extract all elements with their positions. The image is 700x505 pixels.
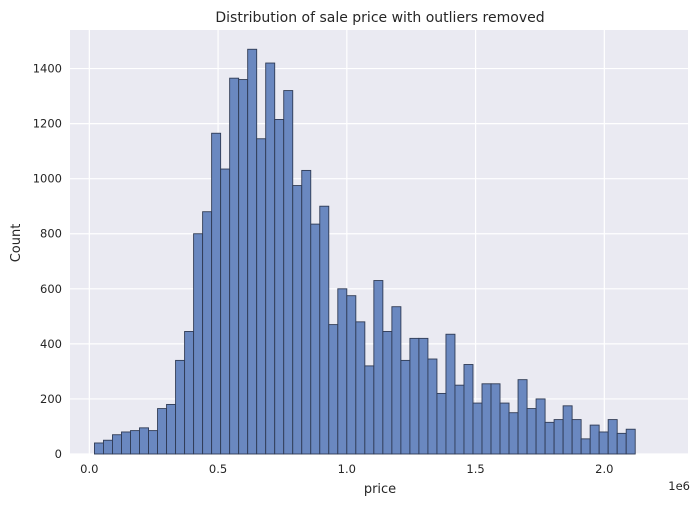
histogram-bar <box>310 223 321 455</box>
histogram-bar <box>490 383 501 455</box>
histogram-bar <box>112 434 122 455</box>
histogram-bar <box>328 324 339 455</box>
x-axis-label: price <box>364 482 396 497</box>
histogram-bar <box>247 48 258 455</box>
histogram-bar <box>445 333 456 455</box>
histogram-bar <box>166 403 177 455</box>
histogram-bar <box>589 424 600 455</box>
x-tick-label: 1.0 <box>338 462 356 476</box>
histogram-bar <box>382 331 393 455</box>
histogram-bar <box>436 392 447 455</box>
histogram-bar <box>220 168 231 455</box>
x-tick-label: 0.0 <box>80 462 98 476</box>
histogram-bar <box>517 379 528 455</box>
histogram-bar <box>499 402 510 455</box>
histogram-bar <box>625 428 636 455</box>
y-axis-ticks: 0 200 400 600 800 1000 1200 1400 <box>33 62 62 461</box>
y-tick-label: 400 <box>40 337 62 351</box>
histogram-bar <box>400 359 411 455</box>
histogram-bar <box>184 331 195 455</box>
histogram-bar <box>409 337 420 455</box>
histogram-bar <box>526 408 537 455</box>
histogram-bar <box>175 359 186 455</box>
histogram-bar <box>139 427 149 455</box>
histogram-bars <box>94 48 636 455</box>
histogram-bar <box>508 412 519 455</box>
histogram-bar <box>283 90 294 455</box>
histogram-bar <box>355 321 366 455</box>
x-tick-label: 1.5 <box>466 462 484 476</box>
histogram-bar <box>211 132 222 455</box>
histogram-bar <box>418 337 429 455</box>
histogram-bar <box>580 438 591 455</box>
histogram-bar <box>193 233 204 455</box>
histogram-bar <box>346 295 357 455</box>
histogram-bar <box>292 185 303 455</box>
histogram-bar <box>229 77 240 455</box>
x-tick-label: 2.0 <box>595 462 613 476</box>
histogram-bar <box>553 419 564 455</box>
histogram-bar <box>472 402 483 455</box>
histogram-bar <box>337 288 348 455</box>
histogram-bar <box>427 358 438 455</box>
histogram-bar <box>535 398 546 455</box>
x-axis-offset-text: 1e6 <box>668 479 690 493</box>
histogram-bar <box>616 432 627 455</box>
y-tick-label: 600 <box>40 282 62 296</box>
y-tick-label: 1200 <box>33 117 62 131</box>
histogram-bar <box>202 211 213 455</box>
histogram-bar <box>607 419 618 455</box>
y-tick-label: 1000 <box>33 172 62 186</box>
histogram-bar <box>94 442 104 455</box>
histogram-bar <box>103 439 113 455</box>
histogram-bar <box>130 430 140 455</box>
y-tick-label: 800 <box>40 227 62 241</box>
histogram-bar <box>571 419 582 455</box>
histogram-bar <box>157 408 168 455</box>
histogram-bar <box>121 431 131 455</box>
chart-title: Distribution of sale price with outliers… <box>215 10 544 26</box>
histogram-bar <box>301 169 312 455</box>
x-axis-ticks: 0.0 0.5 1.0 1.5 2.0 <box>80 462 613 476</box>
y-axis-label: Count <box>9 224 24 263</box>
histogram-bar <box>544 421 555 455</box>
histogram-bar <box>562 405 573 455</box>
histogram-bar <box>373 280 384 455</box>
histogram-bar <box>238 79 249 455</box>
histogram-bar <box>148 430 159 455</box>
histogram-bar <box>391 306 402 455</box>
histogram-bar <box>364 365 375 455</box>
histogram-bar <box>463 364 474 455</box>
histogram-bar <box>454 384 465 455</box>
histogram-bar <box>481 383 492 455</box>
y-tick-label: 200 <box>40 392 62 406</box>
histogram-bar <box>598 431 609 455</box>
histogram-bar <box>319 205 330 455</box>
histogram-bar <box>274 119 285 455</box>
histogram-bar <box>256 138 267 455</box>
histogram-bar <box>265 62 276 455</box>
y-tick-label: 1400 <box>33 62 62 76</box>
y-tick-label: 0 <box>55 447 62 461</box>
x-tick-label: 0.5 <box>209 462 227 476</box>
